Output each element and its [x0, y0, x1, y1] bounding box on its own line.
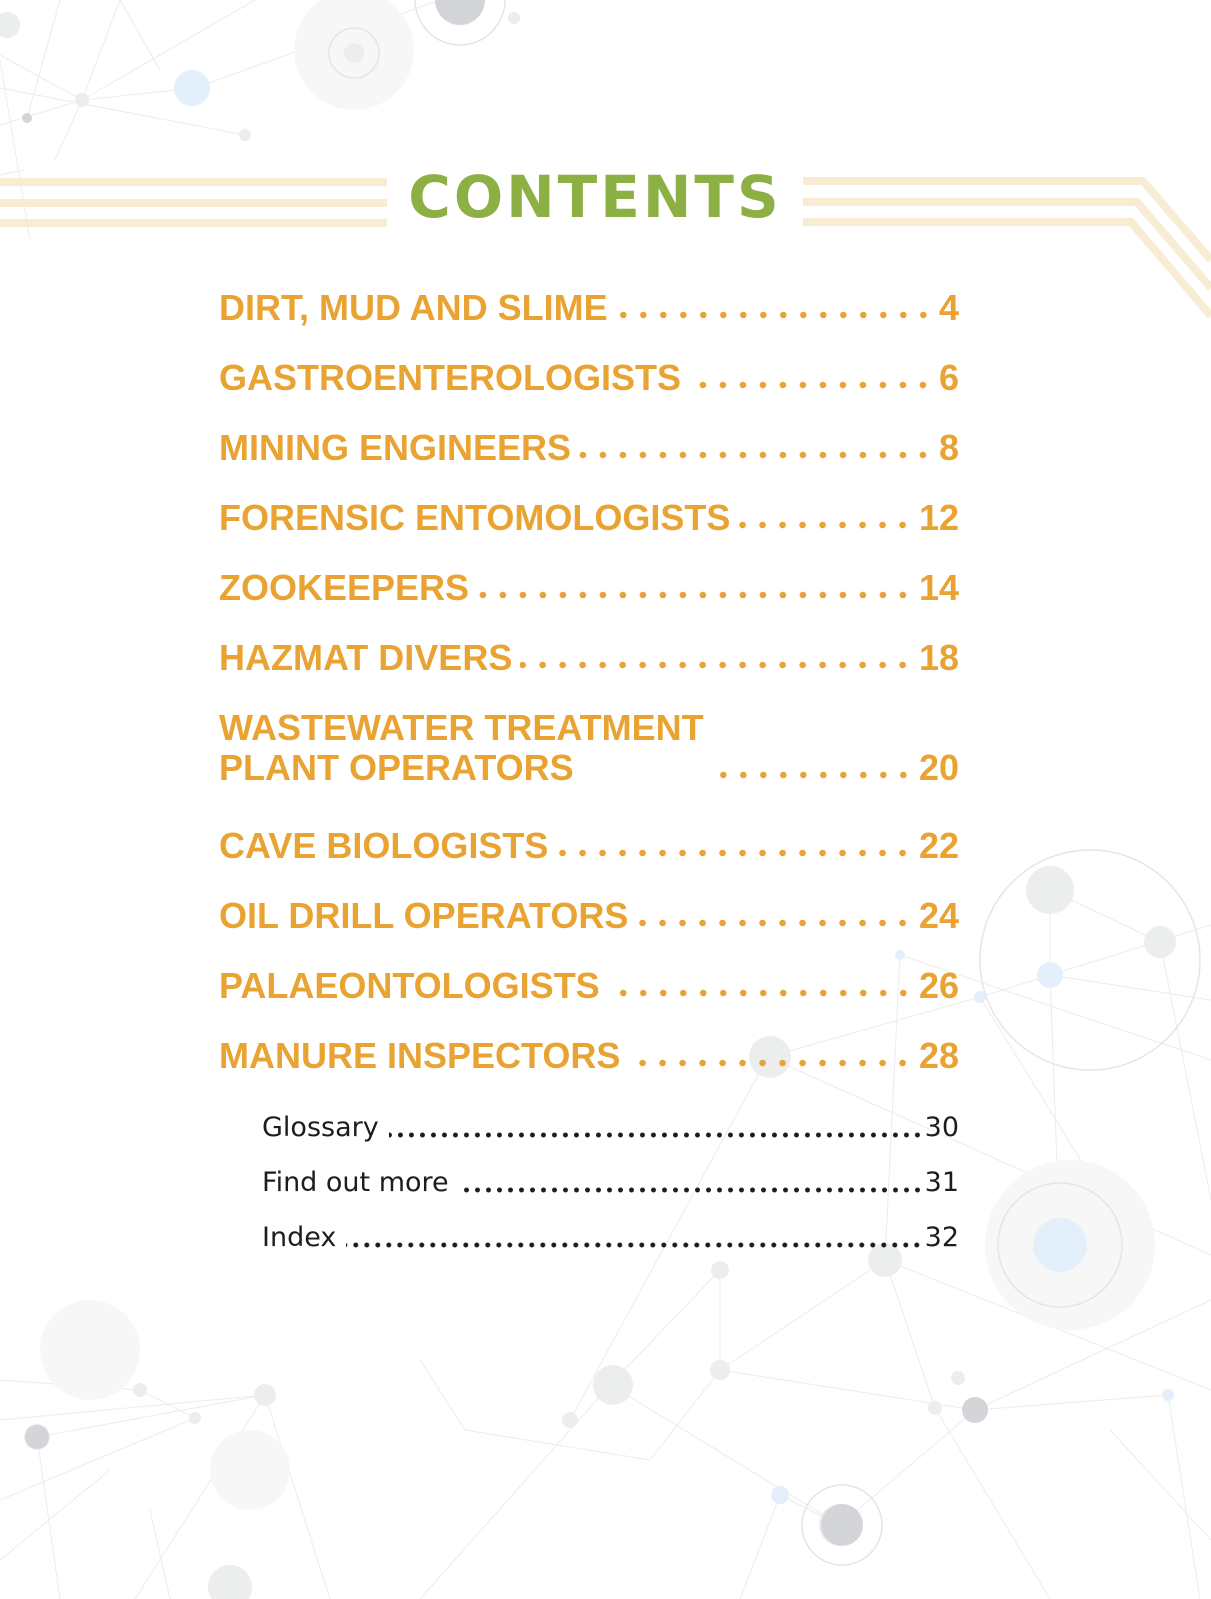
- dot-leader: [636, 919, 913, 927]
- dot-leader: [388, 1132, 923, 1138]
- toc-entry-manure-inspectors[interactable]: MANURE INSPECTORS 28: [219, 1036, 959, 1076]
- toc-entry-forensic-entomologists[interactable]: FORENSIC ENTOMOLOGISTS 12: [219, 498, 959, 538]
- toc-entry-hazmat-divers[interactable]: HAZMAT DIVERS 18: [219, 638, 959, 678]
- toc-entry-title: CAVE BIOLOGISTS: [219, 825, 549, 866]
- page-title: CONTENTS: [408, 163, 782, 231]
- toc-entry-glossary[interactable]: Glossary 30: [262, 1112, 959, 1144]
- dot-leader: [628, 1059, 913, 1067]
- toc-entry-gastroenterologists[interactable]: GASTROENTEROLOGISTS 6: [219, 358, 959, 398]
- toc-entry-zookeepers[interactable]: ZOOKEEPERS 14: [219, 568, 959, 608]
- header-decorative-lines: [0, 177, 1211, 319]
- toc-entry-title-line1: WASTEWATER TREATMENT: [219, 707, 704, 748]
- toc-entry-page: 18: [918, 637, 959, 678]
- toc-entry-dirt-mud-and-slime[interactable]: DIRT, MUD AND SLIME 4: [219, 288, 959, 328]
- toc-entry-find-out-more[interactable]: Find out more 31: [262, 1167, 959, 1199]
- toc-entry-page: 31: [924, 1167, 959, 1198]
- toc-entry-page: 30: [924, 1112, 959, 1143]
- toc-entry-title: MANURE INSPECTORS: [219, 1035, 621, 1076]
- toc-entry-page: 28: [918, 1035, 959, 1076]
- toc-entry-oil-drill-operators[interactable]: OIL DRILL OPERATORS 24: [219, 896, 959, 936]
- dot-leader: [477, 591, 913, 599]
- toc-entry-page: 22: [918, 825, 959, 866]
- toc-entry-title: FORENSIC ENTOMOLOGISTS: [219, 497, 731, 538]
- toc-entry-page: 20: [918, 747, 959, 788]
- toc-entry-palaeontologists[interactable]: PALAEONTOLOGISTS 26: [219, 966, 959, 1006]
- dot-leader: [579, 451, 933, 459]
- toc-entry-index[interactable]: Index 32: [262, 1222, 959, 1254]
- toc-entry-title: OIL DRILL OPERATORS: [219, 895, 629, 936]
- toc-entry-page: 32: [924, 1222, 959, 1253]
- dot-leader: [607, 989, 913, 997]
- dot-leader: [711, 771, 913, 779]
- dot-leader: [615, 311, 933, 319]
- toc-entry-mining-engineers[interactable]: MINING ENGINEERS 8: [219, 428, 959, 468]
- toc-entry-page: 6: [938, 357, 959, 398]
- toc-entry-wastewater-treatment-plant-operators[interactable]: WASTEWATER TREATMENT PLANT OPERATORS 20: [219, 708, 959, 788]
- toc-entry-cave-biologists[interactable]: CAVE BIOLOGISTS 22: [219, 826, 959, 866]
- dot-leader: [346, 1242, 923, 1248]
- toc-entry-title-line2: PLANT OPERATORS: [219, 747, 574, 788]
- toc-entry-title: ZOOKEEPERS: [219, 567, 470, 608]
- toc-entry-title: PALAEONTOLOGISTS: [219, 965, 600, 1006]
- toc-entry-page: 26: [918, 965, 959, 1006]
- toc-entry-title: GASTROENTEROLOGISTS: [219, 357, 682, 398]
- toc-entry-page: 12: [918, 497, 959, 538]
- dot-leader: [520, 661, 913, 669]
- toc-entry-page: 24: [918, 895, 959, 936]
- toc-entry-title: Find out more: [262, 1167, 449, 1198]
- dot-leader: [556, 849, 913, 857]
- toc-entry-title: HAZMAT DIVERS: [219, 637, 513, 678]
- toc-entry-title: DIRT, MUD AND SLIME: [219, 287, 608, 328]
- dot-leader: [738, 521, 913, 529]
- toc-entry-page: 4: [938, 287, 959, 328]
- toc-entry-title: MINING ENGINEERS: [219, 427, 572, 468]
- toc-entry-page: 14: [918, 567, 959, 608]
- dot-leader: [689, 381, 933, 389]
- toc-entry-title: Glossary: [262, 1112, 379, 1143]
- toc-entry-title: Index: [262, 1222, 337, 1253]
- toc-entry-page: 8: [938, 427, 959, 468]
- dot-leader: [458, 1187, 923, 1193]
